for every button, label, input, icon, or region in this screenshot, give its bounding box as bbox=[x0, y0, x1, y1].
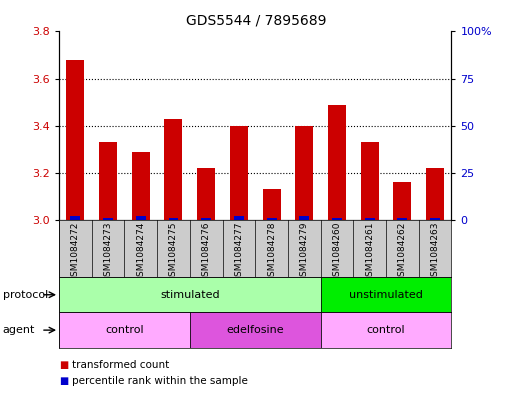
Bar bbox=[299, 216, 309, 220]
Bar bbox=[332, 218, 342, 220]
Text: GSM1084277: GSM1084277 bbox=[234, 222, 243, 282]
Text: unstimulated: unstimulated bbox=[349, 290, 423, 300]
Text: control: control bbox=[105, 325, 144, 335]
Bar bbox=[132, 152, 150, 220]
Bar bbox=[365, 218, 374, 220]
Text: transformed count: transformed count bbox=[72, 360, 169, 370]
Bar bbox=[398, 218, 407, 220]
Text: agent: agent bbox=[3, 325, 35, 335]
Bar bbox=[361, 142, 379, 220]
Text: GSM1084279: GSM1084279 bbox=[300, 222, 309, 282]
Bar bbox=[328, 105, 346, 220]
Bar bbox=[59, 277, 321, 312]
Bar bbox=[168, 218, 179, 220]
Text: GSM1084263: GSM1084263 bbox=[430, 222, 440, 282]
Text: control: control bbox=[367, 325, 405, 335]
Bar bbox=[190, 312, 321, 348]
Bar bbox=[295, 126, 313, 220]
Bar bbox=[230, 126, 248, 220]
Text: GSM1084261: GSM1084261 bbox=[365, 222, 374, 282]
Bar bbox=[263, 189, 281, 220]
Bar bbox=[165, 119, 183, 220]
Bar bbox=[234, 216, 244, 220]
Bar bbox=[66, 60, 84, 220]
Bar bbox=[430, 218, 440, 220]
Text: ■: ■ bbox=[59, 360, 68, 370]
Text: GDS5544 / 7895689: GDS5544 / 7895689 bbox=[186, 14, 327, 28]
Text: GSM1084260: GSM1084260 bbox=[332, 222, 342, 282]
Text: GSM1084274: GSM1084274 bbox=[136, 222, 145, 282]
Bar bbox=[99, 142, 117, 220]
Text: GSM1084276: GSM1084276 bbox=[202, 222, 211, 282]
Text: edelfosine: edelfosine bbox=[226, 325, 284, 335]
Bar bbox=[103, 218, 113, 220]
Bar bbox=[59, 312, 190, 348]
Text: GSM1084278: GSM1084278 bbox=[267, 222, 276, 282]
Bar bbox=[197, 168, 215, 220]
Text: GSM1084273: GSM1084273 bbox=[104, 222, 112, 282]
Bar bbox=[136, 216, 146, 220]
Text: GSM1084262: GSM1084262 bbox=[398, 222, 407, 282]
Text: GSM1084275: GSM1084275 bbox=[169, 222, 178, 282]
Text: protocol: protocol bbox=[3, 290, 48, 300]
Bar bbox=[321, 312, 451, 348]
Bar bbox=[393, 182, 411, 220]
Text: percentile rank within the sample: percentile rank within the sample bbox=[72, 376, 248, 386]
Bar bbox=[321, 277, 451, 312]
Bar bbox=[267, 218, 277, 220]
Text: stimulated: stimulated bbox=[160, 290, 220, 300]
Bar bbox=[426, 168, 444, 220]
Bar bbox=[70, 216, 81, 220]
Bar bbox=[201, 218, 211, 220]
Text: GSM1084272: GSM1084272 bbox=[71, 222, 80, 282]
Text: ■: ■ bbox=[59, 376, 68, 386]
